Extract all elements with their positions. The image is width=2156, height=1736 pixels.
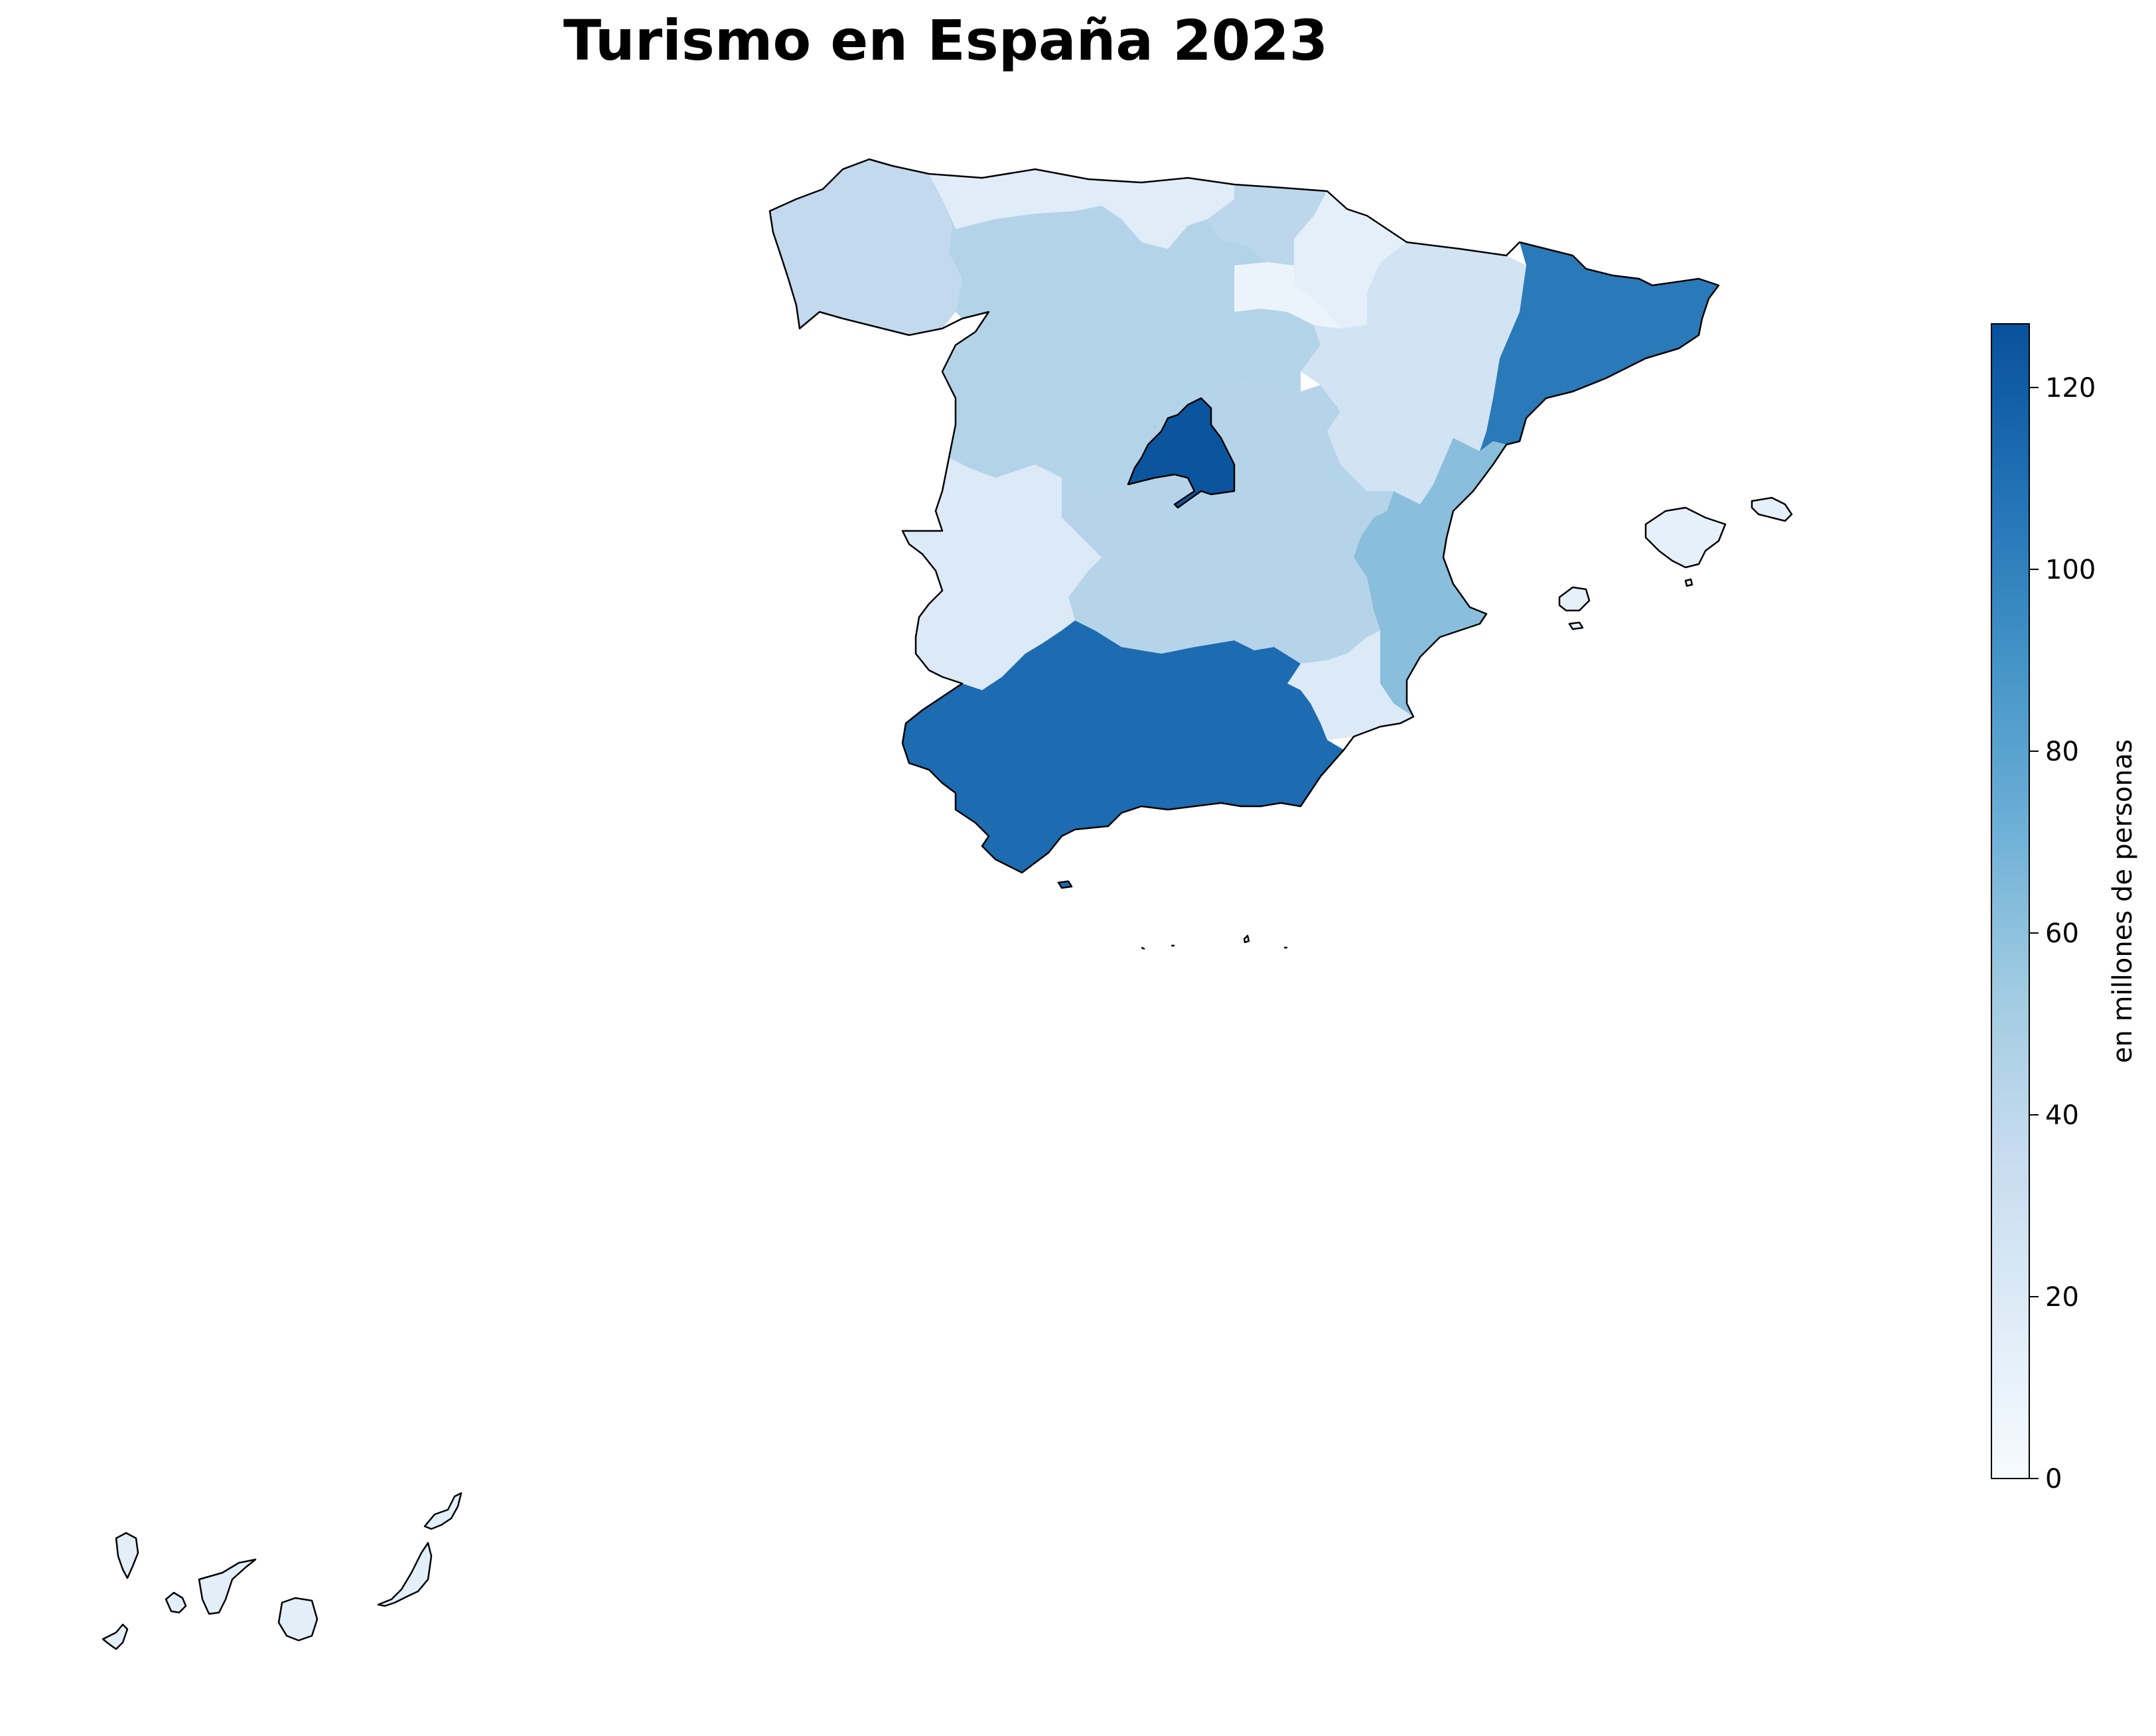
island-la-gomera — [165, 1591, 187, 1614]
island-alboran — [1057, 880, 1073, 889]
colorbar-tick-label: 0 — [2045, 1464, 2062, 1494]
colorbar-tick-label: 20 — [2045, 1282, 2079, 1313]
region-andalucia — [902, 620, 1344, 873]
island-cabrera — [1684, 578, 1693, 587]
island-la-palma — [115, 1532, 139, 1579]
madrid-outline — [1127, 397, 1236, 509]
peninsula-outline — [768, 158, 1720, 874]
region-galicia — [770, 159, 962, 335]
island-menorca — [1751, 496, 1793, 522]
colorbar-tick-label: 120 — [2045, 373, 2096, 403]
island-formentera — [1568, 621, 1584, 630]
region-extremadura — [902, 458, 1102, 690]
region-navarra — [1294, 191, 1407, 328]
region-aragon — [1301, 242, 1526, 504]
colorbar: 0 20 40 60 80 100 120 en millones de personas — [1991, 323, 2138, 1494]
region-castilla-la-mancha — [1062, 378, 1394, 664]
region-murcia — [1287, 630, 1413, 740]
island-el-hierro — [102, 1623, 129, 1650]
ceuta-melilla-marks — [1141, 934, 1287, 950]
colorbar-tick-label: 60 — [2045, 918, 2079, 949]
region-pais-vasco — [1208, 184, 1327, 265]
island-mallorca — [1644, 506, 1727, 569]
island-fuerteventura — [377, 1542, 433, 1607]
region-cataluna — [1480, 242, 1719, 451]
region-la-rioja — [1234, 262, 1340, 328]
region-asturias-cantabria — [929, 169, 1234, 249]
region-comunidad-valenciana — [1354, 438, 1506, 717]
colorbar-tick-label: 100 — [2045, 555, 2096, 585]
regions-layer — [102, 158, 1793, 1650]
island-lanzarote — [423, 1492, 463, 1530]
region-madrid — [1128, 398, 1234, 508]
colorbar-ticks: 0 20 40 60 80 100 120 — [2029, 373, 2096, 1494]
colorbar-gradient — [1991, 323, 2030, 1479]
map-title: Turismo en España 2023 — [563, 8, 1328, 73]
colorbar-label: en millones de personas — [2108, 739, 2138, 1063]
island-tenerife — [198, 1558, 257, 1615]
island-ibiza — [1558, 586, 1591, 612]
colorbar-tick-label: 40 — [2045, 1100, 2079, 1131]
island-gran-canaria — [277, 1597, 319, 1642]
colorbar-tick-label: 80 — [2045, 737, 2079, 767]
region-castilla-y-leon — [942, 199, 1321, 491]
